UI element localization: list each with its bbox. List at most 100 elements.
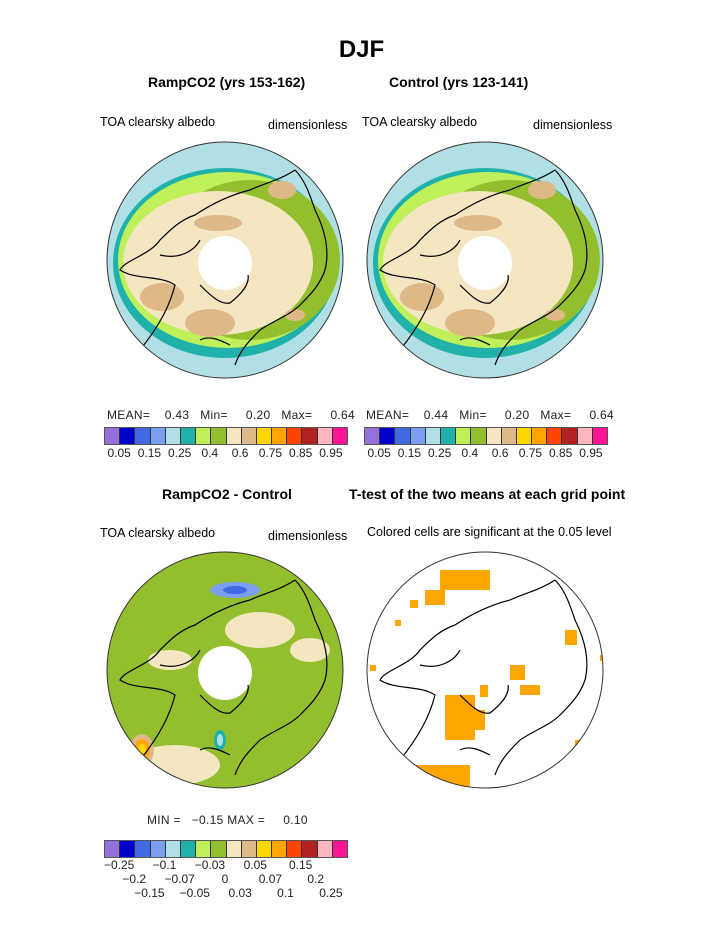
units-label: dimensionless — [268, 529, 348, 543]
contour-fill — [445, 309, 495, 337]
colorbar-swatch — [165, 841, 181, 857]
colorbar-tick-label: −0.03 — [194, 858, 226, 872]
contour-fill — [217, 734, 223, 746]
stats-readout: MIN = −0.15 MAX = 0.10 — [147, 813, 308, 827]
colorbar-swatch — [180, 428, 197, 444]
colorbar-tick-label: 0.95 — [579, 446, 603, 460]
colorbar-swatch — [272, 841, 288, 857]
max-value: 0.10 — [283, 813, 308, 827]
variable-label: TOA clearsky albedo — [100, 526, 216, 540]
colorbar-tick-label: 0.6 — [491, 446, 509, 460]
colorbar-tick-label: 0.15 — [137, 446, 162, 460]
colorbar-swatch — [135, 841, 151, 857]
contour-fill — [290, 638, 330, 662]
colorbar-tick-label: −0.2 — [122, 872, 147, 886]
colorbar-swatch — [410, 428, 426, 444]
colorbar-swatch — [562, 428, 578, 444]
colorbar-swatch — [547, 428, 563, 444]
colorbar-swatch — [287, 428, 303, 444]
colorbar-tick-label: −0.07 — [164, 872, 195, 886]
contour-fill — [223, 586, 247, 594]
colorbar-tick-label: 0.03 — [228, 886, 252, 900]
units-label: dimensionless — [268, 118, 348, 132]
albedo-difference-map — [106, 551, 344, 789]
min-value: −0.15 — [191, 813, 224, 827]
mean-value: 0.44 — [423, 408, 449, 422]
colorbar-tick-label: 0.6 — [231, 446, 249, 460]
colorbar-tick-label: −0.15 — [134, 886, 165, 900]
max-label: Max= — [281, 408, 313, 422]
max-label: MAX = — [227, 813, 266, 827]
colorbar-swatch — [317, 841, 333, 857]
colorbar-tick-label: 0.85 — [548, 446, 573, 460]
colorbar-swatch — [332, 841, 347, 857]
min-value: 0.20 — [504, 408, 530, 422]
colorbar-tick-label: 0.15 — [397, 446, 422, 460]
units-label: dimensionless — [533, 118, 613, 132]
colorbar-tick-label: 0.75 — [518, 446, 543, 460]
coastline — [379, 579, 588, 776]
pole-hole — [198, 236, 252, 290]
panel-title-difference: RampCO2 - Control — [162, 486, 292, 502]
colorbar-tick-label: 0.25 — [427, 446, 452, 460]
coastline — [379, 169, 588, 366]
colorbar-tick-label: −0.05 — [179, 886, 210, 900]
map-boundary — [366, 141, 604, 379]
colorbar-tick-label: −0.25 — [103, 858, 135, 872]
significant-cells — [460, 710, 485, 730]
coastline — [119, 169, 328, 366]
map-field — [367, 552, 603, 788]
colorbar-swatch — [577, 428, 593, 444]
mean-label: MEAN= — [107, 408, 151, 422]
colorbar-tick-label: 0.95 — [319, 446, 343, 460]
colorbar-swatch — [486, 428, 502, 444]
contour-fill — [285, 309, 305, 321]
stats-readout: MEAN= 0.43 Min= 0.20 Max= 0.64 — [107, 408, 355, 422]
contour-fill — [194, 215, 242, 231]
map-boundary — [366, 551, 604, 789]
colorbar-swatch — [456, 428, 472, 444]
contour-fill — [400, 283, 444, 311]
colorbar-swatch — [120, 428, 136, 444]
colorbar-swatch — [317, 428, 333, 444]
significant-cells — [380, 765, 470, 788]
map-boundary — [106, 551, 344, 789]
albedo-map-control — [366, 141, 604, 379]
colorbar-labels: 0.05 0.15 0.25 0.4 0.6 0.75 0.85 0.95 — [104, 446, 346, 460]
colorbar — [104, 840, 348, 858]
colorbar-tick-label: 0 — [221, 872, 229, 886]
colorbar-tick-label: 0.1 — [277, 886, 294, 900]
variable-label: TOA clearsky albedo — [362, 115, 478, 129]
colorbar-swatch — [256, 841, 273, 857]
colorbar-tick-label: 0.85 — [288, 446, 313, 460]
mean-value: 0.43 — [164, 408, 190, 422]
colorbar — [364, 427, 608, 445]
colorbar-tick-label: 0.25 — [319, 886, 343, 900]
map-field — [107, 142, 343, 378]
panel-title-control: Control (yrs 123-141) — [389, 74, 529, 90]
colorbar-labels: −0.25 −0.2 −0.15 −0.1 −0.07 −0.05 −0.03 0 0.03 0.… — [104, 858, 346, 902]
coastline — [119, 579, 328, 776]
colorbar-swatch — [425, 428, 441, 444]
significant-cells — [395, 620, 401, 626]
colorbar-swatch — [516, 428, 533, 444]
colorbar-tick-label: 0.4 — [201, 446, 219, 460]
max-value: 0.64 — [330, 408, 356, 422]
significant-cells — [600, 655, 603, 661]
pole-hole — [458, 236, 512, 290]
colorbar-swatch — [532, 428, 548, 444]
contour-fill — [140, 283, 184, 311]
colorbar-tick-label: 0.05 — [367, 446, 391, 460]
significant-cells — [370, 665, 376, 671]
contour-fill — [225, 612, 295, 648]
colorbar-tick-label: 0.15 — [288, 858, 313, 872]
mean-label: MEAN= — [366, 408, 410, 422]
pole-hole — [198, 646, 252, 700]
map-field — [107, 552, 343, 788]
contour-fill — [545, 309, 565, 321]
min-label: MIN = — [147, 813, 181, 827]
significance-map — [366, 551, 604, 789]
stats-readout: MEAN= 0.44 Min= 0.20 Max= 0.64 — [366, 408, 614, 422]
contour-fill — [185, 309, 235, 337]
significant-cells — [425, 590, 445, 605]
